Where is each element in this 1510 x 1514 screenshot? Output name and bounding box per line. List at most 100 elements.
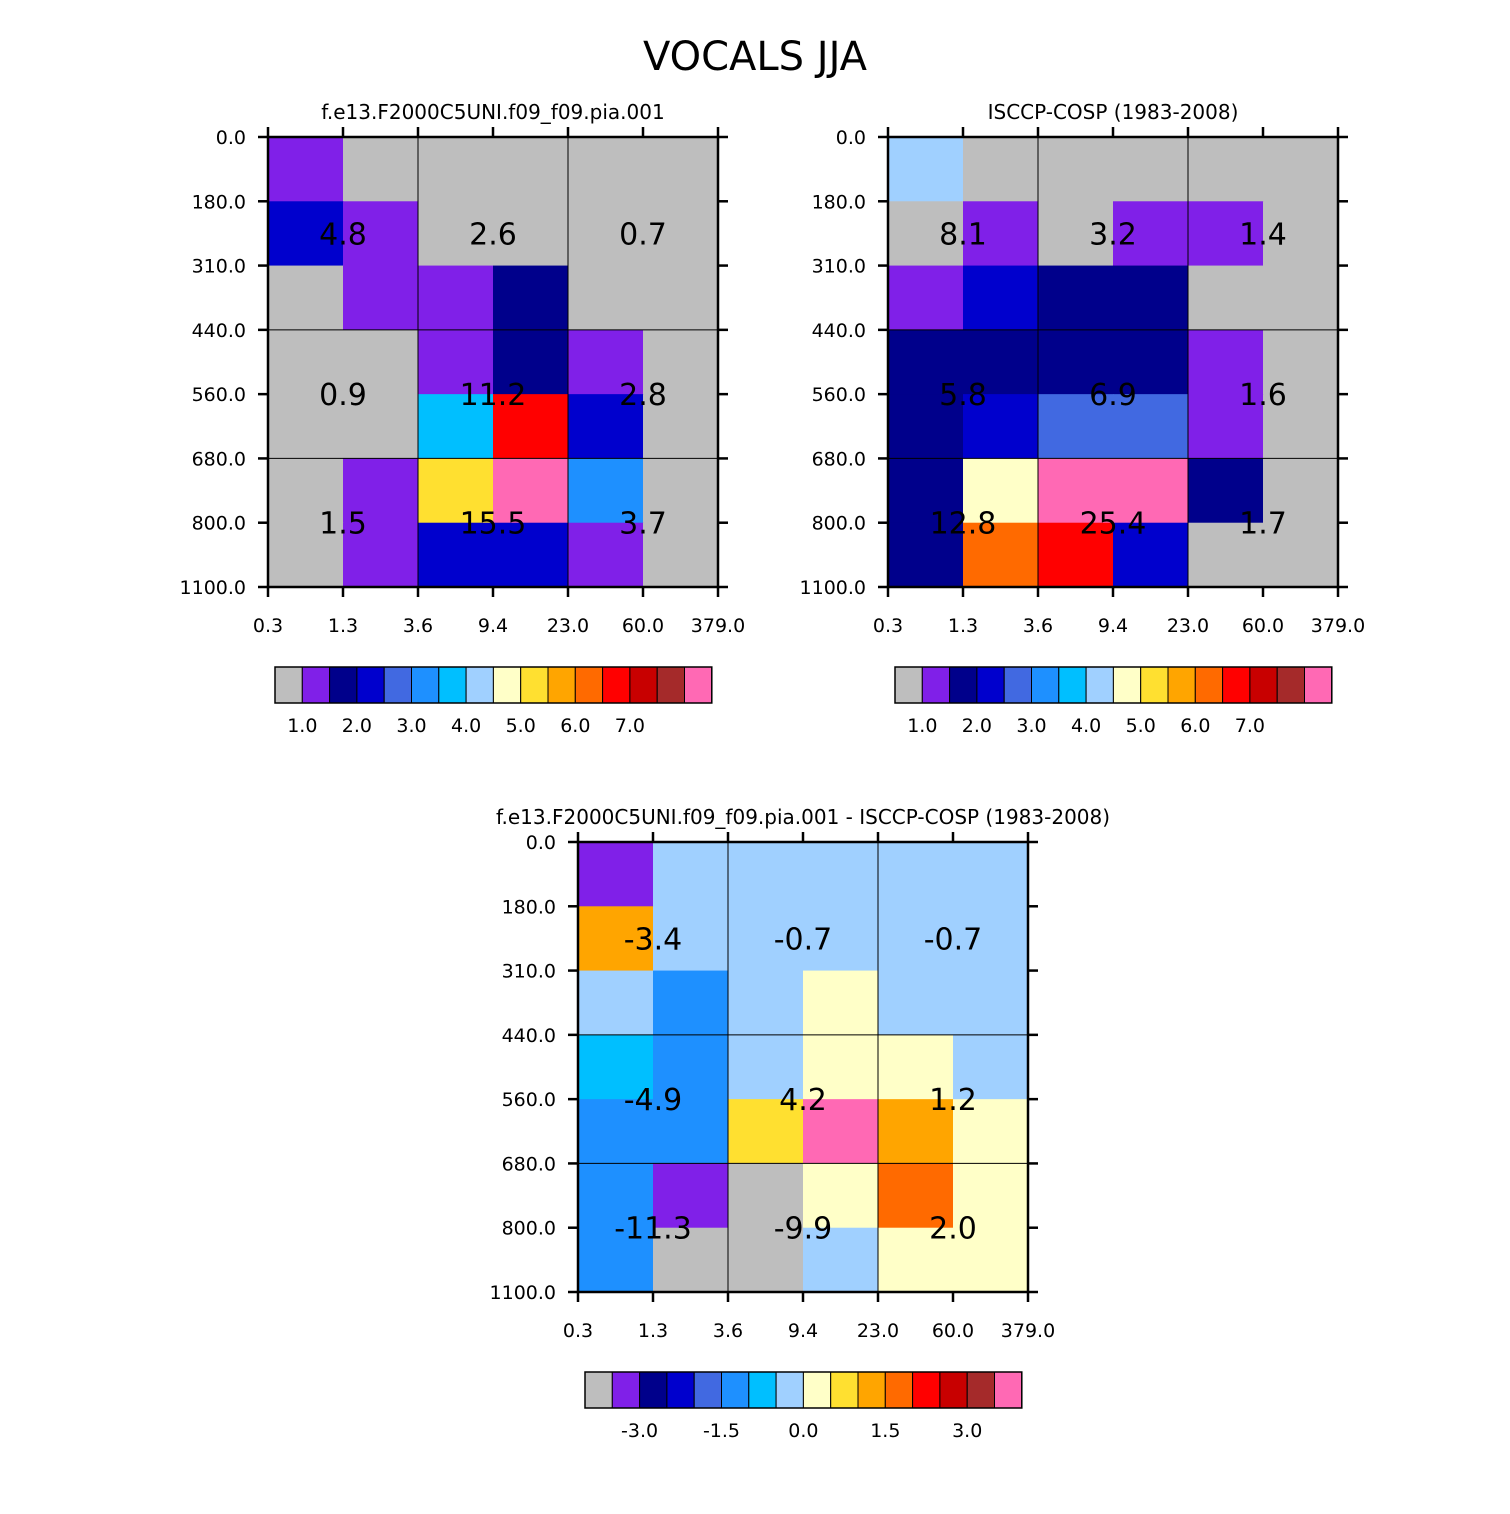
colorbar-segment: [438, 666, 467, 704]
x-tick-label: 9.4: [478, 615, 508, 637]
heatmap-cell: [1113, 394, 1189, 460]
colorbar-label: 2.0: [962, 715, 992, 737]
colorbar-segment: [329, 666, 358, 704]
colorbar-segment: [602, 666, 631, 704]
heatmap-cell: [963, 394, 1039, 460]
y-tick-label: 800.0: [812, 513, 866, 535]
x-tick-label: 23.0: [547, 615, 589, 637]
heatmap-cell: [343, 394, 419, 460]
heatmap-cell: [268, 394, 344, 460]
y-tick-label: 800.0: [192, 513, 246, 535]
heatmap-cell: [728, 842, 804, 907]
heatmap-cell: [568, 137, 644, 202]
heatmap-cell: [643, 522, 719, 588]
heatmap-cell: [888, 265, 964, 331]
heatmap-cell: [728, 1227, 804, 1293]
heatmap-cell: [418, 137, 494, 202]
x-tick-label: 60.0: [932, 1320, 974, 1342]
colorbar-label: 1.0: [907, 715, 937, 737]
y-tick-label: 440.0: [192, 320, 246, 342]
y-tick-label: 1100.0: [490, 1282, 556, 1304]
colorbar-segment: [465, 666, 494, 704]
heatmap-cell: [418, 329, 494, 395]
colorbar-segment: [884, 1371, 914, 1409]
heatmap-cell: [643, 394, 719, 460]
heatmap-cell: [1038, 522, 1114, 588]
colorbar-segment: [921, 666, 951, 704]
y-tick-label: 180.0: [502, 896, 556, 918]
heatmap-cell: [1038, 458, 1114, 524]
box-value: 12.8: [930, 507, 997, 542]
box-value: 8.1: [939, 217, 987, 252]
heatmap-cell: [343, 201, 419, 267]
heatmap-cell: [493, 522, 569, 588]
heatmap-cell: [1038, 137, 1114, 202]
y-tick-label: 440.0: [812, 320, 866, 342]
heatmap-cell: [653, 1163, 729, 1229]
heatmap-cell: [1113, 329, 1189, 395]
y-tick-label: 680.0: [812, 448, 866, 470]
colorbar-segment: [1249, 666, 1278, 704]
heatmap-cell: [578, 906, 654, 972]
heatmap-cell: [578, 1034, 654, 1100]
colorbar-label: 7.0: [615, 715, 645, 737]
colorbar-segment: [1167, 666, 1196, 704]
colorbar-label: 1.0: [287, 715, 317, 737]
heatmap-cell: [878, 1099, 954, 1165]
colorbar-segment: [356, 666, 385, 704]
colorbar-segment: [547, 666, 576, 704]
heatmap-cell: [643, 201, 719, 267]
heatmap-cell: [1038, 201, 1114, 267]
box-value: 1.7: [1239, 507, 1287, 542]
colorbar-segment: [1304, 666, 1333, 704]
colorbar-label: 5.0: [506, 715, 536, 737]
colorbar-segment: [1112, 666, 1142, 704]
colorbar-segment: [666, 1371, 695, 1409]
x-tick-label: 3.6: [1023, 615, 1053, 637]
heatmap-cell: [1038, 329, 1114, 395]
heatmap-cell: [643, 265, 719, 331]
heatmap-cell: [568, 265, 644, 331]
heatmap-cell: [643, 137, 719, 202]
heatmap-cell: [953, 1163, 1029, 1229]
colorbar-segment: [492, 666, 522, 704]
colorbar-segment: [629, 666, 658, 704]
heatmap-cell: [1263, 265, 1339, 331]
colorbar-frame: [584, 1371, 1023, 1409]
heatmap-cell: [418, 458, 494, 524]
heatmap-cell: [1038, 394, 1114, 460]
colorbar-label: 6.0: [560, 715, 590, 737]
heatmap-cell: [493, 394, 569, 460]
colorbar-label: 1.5: [870, 1420, 900, 1442]
heatmap-cell: [953, 1227, 1029, 1293]
box-value: -11.3: [614, 1212, 692, 1247]
box-value: -9.9: [774, 1212, 833, 1247]
box-value: 3.2: [1089, 217, 1137, 252]
heatmap-cell: [1188, 329, 1264, 395]
y-tick-label: 680.0: [192, 448, 246, 470]
heatmap-cell: [578, 1099, 654, 1165]
y-tick-label: 560.0: [192, 384, 246, 406]
heatmap-cell: [343, 329, 419, 395]
box-value: 3.7: [619, 507, 667, 542]
colorbar-label: 3.0: [1016, 715, 1046, 737]
heatmap-cell: [268, 458, 344, 524]
colorbar-segment: [857, 1371, 886, 1409]
heatmap-cell: [1263, 201, 1339, 267]
heatmap-cell: [728, 906, 804, 972]
heatmap-cell: [803, 1227, 879, 1293]
heatmap-cell: [568, 329, 644, 395]
colorbar-segment: [584, 1371, 613, 1409]
colorbar-segment: [748, 1371, 777, 1409]
heatmap-cell: [1263, 458, 1339, 524]
x-tick-label: 9.4: [1098, 615, 1128, 637]
heatmap-cell: [1113, 265, 1189, 331]
heatmap-cell: [493, 329, 569, 395]
heatmap-cell: [963, 265, 1039, 331]
colorbar-segment: [894, 666, 923, 704]
heatmap-cell: [728, 1099, 804, 1165]
heatmap-cell: [268, 329, 344, 395]
heatmap-cell: [963, 329, 1039, 395]
heatmap-cell: [878, 906, 954, 972]
figure-title: VOCALS JJA: [643, 34, 868, 80]
